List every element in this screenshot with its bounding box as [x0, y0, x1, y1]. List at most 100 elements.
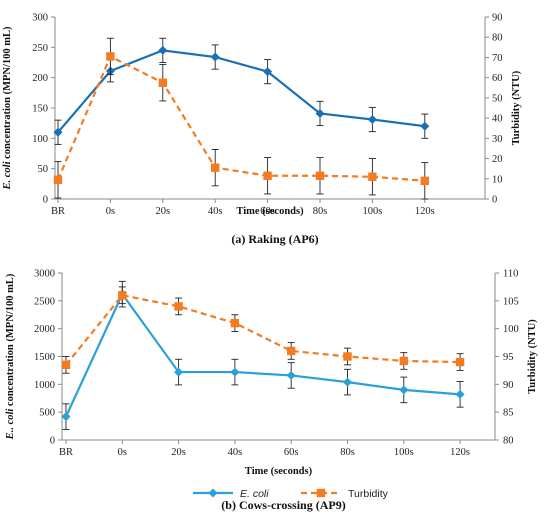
series-turbidity — [53, 37, 429, 200]
x-axis-title: Time (seconds) — [245, 466, 313, 477]
y2-tick-label: 30 — [492, 134, 503, 145]
series-line — [65, 294, 461, 366]
x-tick-label: 40s — [228, 447, 243, 458]
y-axis-title: E. coli concentration (MPN/100 mL) — [2, 26, 13, 191]
y-tick-label: 150 — [32, 104, 48, 115]
y-tick-label: 2000 — [34, 324, 55, 335]
y-tick-label: 2500 — [34, 296, 55, 307]
series-line — [65, 291, 461, 418]
series-line — [57, 49, 425, 133]
y-tick-label: 0 — [50, 436, 55, 447]
data-point — [53, 127, 63, 137]
data-point — [399, 385, 409, 395]
legend-marker — [316, 488, 326, 498]
y2-tick-label: 10 — [492, 174, 503, 185]
y-axis-title-rest: concentration (MPN/100 mL) — [2, 26, 13, 162]
chart-panel-1: 0 50 100 150 200 250 300 0 10 20 30 40 50 60 70 80 90 BR 0… — [2, 13, 522, 247]
series-line — [56, 54, 425, 182]
y2-tick-label: 0 — [492, 195, 497, 206]
panel-caption: (b) Cows-crossing (AP9) — [221, 498, 345, 512]
x-tick-label: 100s — [362, 206, 382, 217]
data-point — [420, 176, 429, 185]
series-ecoli — [53, 37, 430, 145]
y-tick-label: 250 — [32, 43, 48, 54]
y-tick-label: 50 — [38, 164, 49, 175]
x-tick-label: 0s — [118, 447, 127, 458]
data-point — [210, 52, 220, 62]
x-tick-label: 60s — [284, 447, 299, 458]
y-axis-title: E.. coli concentration (MPN/100 mL) — [5, 273, 16, 440]
x-tick-label: 60s — [260, 206, 275, 217]
data-point — [420, 121, 430, 131]
data-point — [343, 352, 352, 361]
data-point — [343, 377, 352, 387]
x-axis-title: Time (seconds) — [236, 206, 304, 217]
y-tick-label: 300 — [32, 13, 48, 24]
y2-tick-label: 90 — [492, 13, 503, 24]
y-tick-label: 100 — [32, 134, 48, 145]
data-point — [286, 370, 296, 380]
y-tick-label: 1000 — [34, 380, 55, 391]
x-tick-label: 120s — [450, 447, 470, 458]
y-axis-title-italic: E.. coli — [5, 409, 16, 441]
data-point — [61, 360, 71, 370]
y-tick-label: 500 — [39, 408, 55, 419]
x-tick-label: 40s — [208, 206, 223, 217]
data-point — [61, 412, 71, 422]
series-ecoli — [61, 280, 465, 430]
data-point — [263, 171, 272, 180]
data-point — [287, 346, 296, 356]
y-axis-title-italic: E. coli — [2, 161, 13, 190]
x-tick-label: 0s — [106, 206, 115, 217]
y2-tick-label: 105 — [503, 296, 519, 307]
data-point — [455, 389, 465, 399]
data-point — [211, 163, 220, 172]
y2-tick-label: 50 — [492, 93, 503, 104]
y-tick-label: 200 — [32, 73, 48, 84]
x-tick-label: 120s — [415, 206, 435, 217]
y2-tick-label: 20 — [492, 154, 503, 165]
legend-label: Turbidity — [348, 488, 389, 500]
y-tick-label: 1500 — [34, 352, 55, 363]
x-tick-label: 80s — [340, 447, 355, 458]
data-point — [315, 171, 325, 180]
data-point — [158, 78, 167, 87]
data-point — [158, 45, 168, 55]
y2-tick-label: 85 — [503, 408, 514, 419]
chart-panel-2: 0 500 1000 1500 2000 2500 3000 80 85 90 95 100 105 11… — [5, 269, 538, 513]
y-axis-title-rest: concentration (MPN/100 mL) — [5, 273, 16, 409]
y2-tick-label: 40 — [492, 114, 503, 125]
data-point — [230, 367, 240, 377]
y2-axis-title: Turbidity (NTU) — [511, 70, 522, 145]
data-point — [174, 302, 183, 311]
y-tick-label: 0 — [43, 195, 48, 206]
legend-label: E. coli — [240, 488, 269, 500]
x-tick-label: 80s — [313, 206, 328, 217]
y2-tick-label: 110 — [503, 269, 518, 280]
y2-tick-label: 95 — [503, 352, 514, 363]
data-point — [174, 367, 184, 377]
x-tick-label: 100s — [394, 447, 414, 458]
y2-tick-label: 80 — [492, 33, 503, 44]
x-tick-label: 20s — [156, 206, 171, 217]
y2-axis-title: Turbidity (NTU) — [527, 319, 538, 394]
y2-tick-label: 70 — [492, 53, 503, 64]
y-tick-label: 3000 — [34, 269, 55, 280]
y2-tick-label: 60 — [492, 73, 503, 84]
y2-tick-label: 80 — [503, 436, 514, 447]
data-point — [399, 356, 408, 366]
legend-marker — [208, 488, 218, 498]
data-point — [118, 291, 127, 300]
legend: E. coli Turbidity — [193, 488, 389, 500]
x-tick-label: 20s — [171, 447, 186, 458]
y2-tick-label: 90 — [503, 380, 514, 391]
data-point — [315, 108, 325, 118]
panel-caption: (a) Raking (AP6) — [231, 232, 318, 246]
data-point — [455, 357, 465, 367]
data-point — [367, 115, 377, 125]
data-point — [263, 67, 273, 77]
y2-tick-label: 100 — [503, 324, 519, 335]
data-point — [106, 52, 115, 61]
x-tick-label: BR — [51, 206, 65, 217]
